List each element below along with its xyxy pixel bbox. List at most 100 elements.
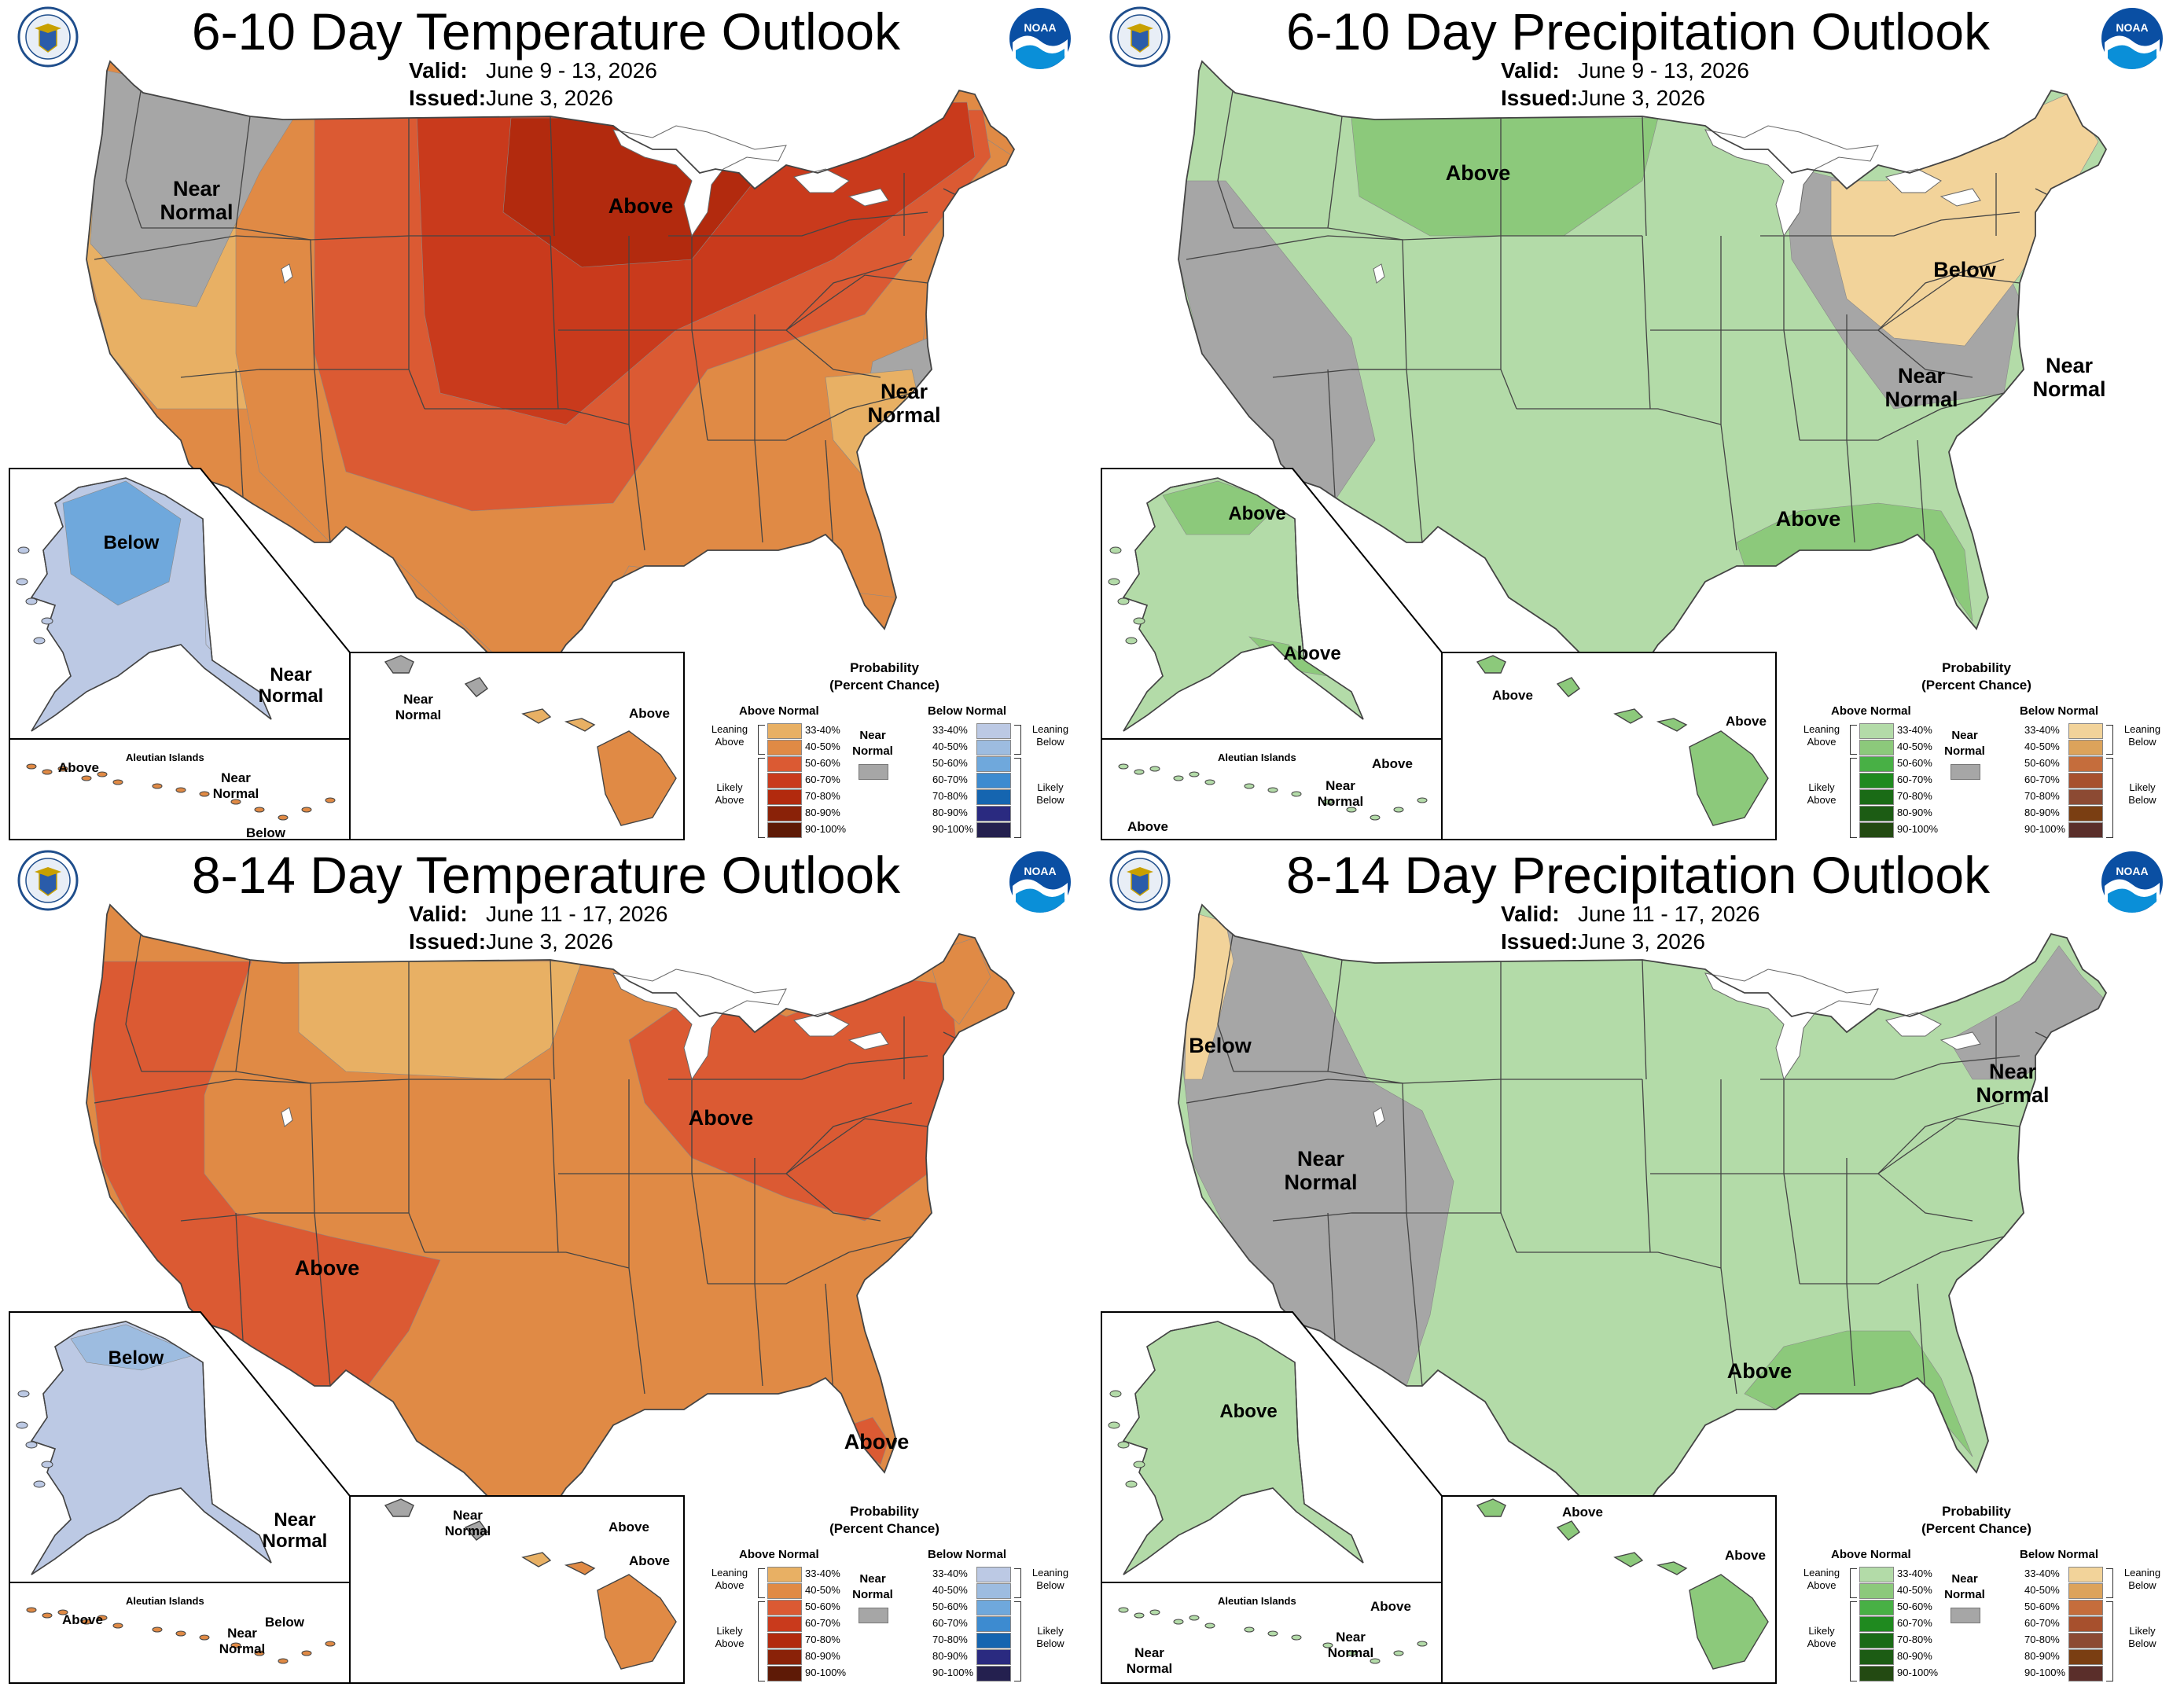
legend-below-swatch bbox=[2068, 806, 2103, 821]
legend-below-heading: Below Normal bbox=[2020, 1548, 2099, 1561]
conus-region-label: Near Normal bbox=[867, 380, 941, 427]
legend-below-swatch bbox=[2068, 822, 2103, 838]
conus-region-label: Near Normal bbox=[1884, 364, 1958, 411]
probability-legend: Probability (Percent Chance) Above Normal B… bbox=[1784, 656, 2177, 841]
legend-below-range: 50-60% bbox=[2024, 1601, 2060, 1612]
probability-legend: Probability (Percent Chance) Above Normal B… bbox=[692, 656, 1085, 841]
legend-near-normal: Near Normal bbox=[852, 729, 893, 758]
noaa-logo-icon: NOAA bbox=[1009, 851, 1071, 913]
hawaii-island bbox=[464, 1520, 488, 1541]
legend-below-range: 40-50% bbox=[932, 741, 968, 752]
legend-below-heading: Below Normal bbox=[928, 1548, 1007, 1561]
map-title: 8-14 Day Temperature Outlook bbox=[191, 846, 901, 904]
aleutian-region-label: Near Normal bbox=[1126, 1645, 1173, 1676]
legend-likely-below: Likely Below bbox=[2128, 781, 2156, 806]
legend-below-swatch bbox=[2068, 789, 2103, 805]
legend-brace bbox=[758, 1568, 765, 1598]
outlook-map bbox=[1101, 60, 2108, 840]
legend-above-range: 50-60% bbox=[1897, 757, 1932, 769]
aleutian-islands-title: Aleutian Islands bbox=[126, 1595, 204, 1607]
legend-title: Probability (Percent Chance) bbox=[829, 1504, 939, 1536]
legend-above-swatch bbox=[1859, 1567, 1894, 1582]
legend-brace bbox=[1850, 725, 1857, 755]
legend-above-range: 60-70% bbox=[805, 774, 840, 785]
legend-above-swatch bbox=[1859, 1633, 1894, 1648]
legend-above-swatch bbox=[1859, 756, 1894, 772]
hawaii-island bbox=[521, 1552, 552, 1568]
legend-near-normal: Near Normal bbox=[1944, 729, 1985, 758]
legend-brace bbox=[1014, 758, 1021, 838]
map-title: 6-10 Day Temperature Outlook bbox=[191, 2, 901, 61]
legend-above-swatch bbox=[767, 723, 802, 739]
legend-below-range: 60-70% bbox=[932, 1617, 968, 1629]
legend-below-range: 60-70% bbox=[2024, 774, 2060, 785]
legend-below-range: 70-80% bbox=[2024, 1634, 2060, 1645]
legend-below-swatch bbox=[976, 789, 1011, 805]
legend-below-swatch bbox=[976, 723, 1011, 739]
conus-region-label: Near Normal bbox=[160, 177, 233, 224]
legend-below-range: 80-90% bbox=[2024, 807, 2060, 818]
legend-above-range: 80-90% bbox=[1897, 807, 1932, 818]
hawaii-region-label: Above bbox=[629, 1553, 670, 1568]
legend-below-range: 60-70% bbox=[2024, 1617, 2060, 1629]
legend-below-heading: Below Normal bbox=[2020, 704, 2099, 718]
panel-8-14-temperature: 8-14 Day Temperature Outlook Valid: June 1… bbox=[0, 844, 1092, 1687]
aleutian-region-label: Below bbox=[264, 1615, 305, 1630]
legend-likely-below: Likely Below bbox=[1036, 781, 1064, 806]
legend-above-range: 50-60% bbox=[1897, 1601, 1932, 1612]
legend-below-swatch bbox=[976, 822, 1011, 838]
legend-leaning-below: Leaning Below bbox=[2123, 1567, 2161, 1591]
legend-likely-above: Likely Above bbox=[715, 781, 745, 806]
legend-above-range: 80-90% bbox=[805, 1650, 840, 1662]
legend-below-range: 70-80% bbox=[932, 790, 968, 802]
valid-value: June 9 - 13, 2026 bbox=[486, 58, 657, 83]
legend-above-range: 90-100% bbox=[805, 1667, 847, 1678]
legend-brace bbox=[1850, 758, 1857, 838]
legend-below-swatch bbox=[976, 1567, 1011, 1582]
hawaii-island bbox=[1689, 730, 1769, 826]
legend-above-swatch bbox=[767, 1567, 802, 1582]
legend-above-swatch bbox=[1859, 773, 1894, 788]
legend-below-swatch bbox=[976, 740, 1011, 755]
legend-above-range: 33-40% bbox=[1897, 1568, 1932, 1579]
legend-near-swatch bbox=[1951, 764, 1980, 780]
great-lakes bbox=[1704, 968, 1981, 1081]
legend-below-swatch bbox=[2068, 740, 2103, 755]
conus-region-label: Below bbox=[1189, 1034, 1252, 1057]
legend-above-swatch bbox=[767, 1616, 802, 1632]
legend-above-swatch bbox=[1859, 789, 1894, 805]
hawaii-region-label: Above bbox=[1726, 714, 1767, 729]
legend-below-range: 50-60% bbox=[932, 1601, 968, 1612]
legend-likely-above: Likely Above bbox=[1807, 781, 1837, 806]
legend-brace bbox=[1014, 1601, 1021, 1681]
hawaii-island bbox=[597, 1574, 677, 1670]
legend-leaning-below: Leaning Below bbox=[1031, 723, 1069, 748]
legend-below-swatch bbox=[976, 1666, 1011, 1681]
conus-region-label: Near Normal bbox=[2032, 354, 2106, 401]
aleutian-region-label: Above bbox=[1370, 1599, 1411, 1614]
hawaii-island bbox=[1476, 655, 1506, 674]
legend-below-range: 90-100% bbox=[932, 823, 974, 835]
legend-below-swatch bbox=[2068, 723, 2103, 739]
alaska-region-label: Above bbox=[1219, 1401, 1278, 1422]
legend-near-swatch bbox=[859, 764, 888, 780]
issued-label: Issued: bbox=[1501, 929, 1579, 954]
aleutian-region-label: Above bbox=[1372, 756, 1413, 771]
noaa-wordmark: NOAA bbox=[2116, 21, 2148, 34]
great-lakes bbox=[612, 968, 889, 1081]
alaska-region-label: Near Normal bbox=[258, 664, 324, 707]
legend-brace bbox=[1850, 1601, 1857, 1681]
legend-near-normal: Near Normal bbox=[852, 1572, 893, 1601]
legend-above-heading: Above Normal bbox=[739, 1548, 819, 1561]
hawaii-island bbox=[1689, 1574, 1769, 1670]
noaa-logo-icon: NOAA bbox=[2101, 8, 2163, 69]
legend-below-range: 90-100% bbox=[932, 1667, 974, 1678]
issued-value: June 3, 2026 bbox=[486, 929, 613, 954]
legend-below-range: 60-70% bbox=[932, 774, 968, 785]
legend-below-range: 40-50% bbox=[2024, 741, 2060, 752]
legend-below-range: 80-90% bbox=[932, 807, 968, 818]
hawaii-island bbox=[1476, 1498, 1506, 1517]
legend-above-heading: Above Normal bbox=[1831, 704, 1911, 718]
legend-above-swatch bbox=[1859, 1583, 1894, 1599]
hawaii-island bbox=[464, 677, 488, 697]
